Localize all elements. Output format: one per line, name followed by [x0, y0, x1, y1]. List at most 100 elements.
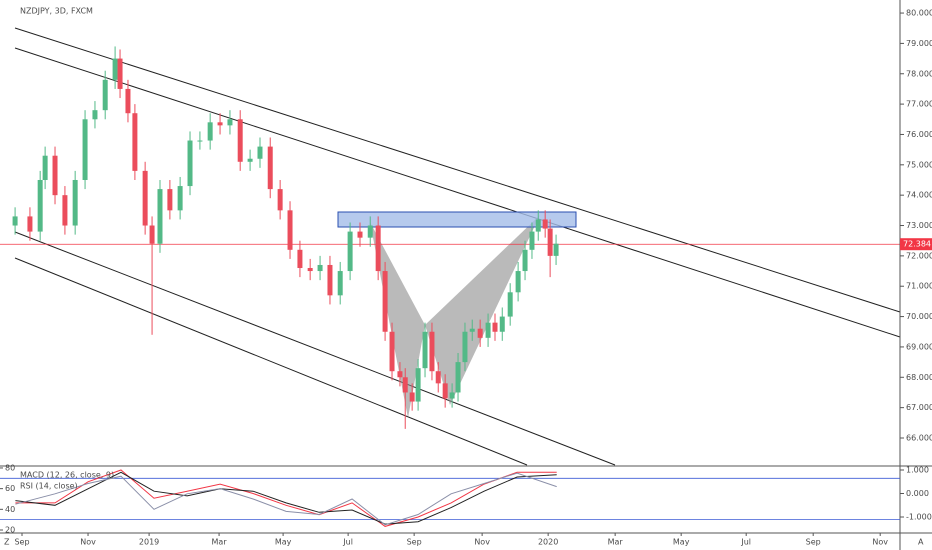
- trend-line: [14, 47, 901, 338]
- candle-body: [187, 140, 193, 187]
- y-tick-label: 67.000: [906, 403, 932, 412]
- y-tick-label: 74.000: [906, 191, 932, 200]
- corner: A: [918, 538, 924, 547]
- candle-body: [149, 225, 155, 244]
- legend-entry: MACD (12, 26, close, 9): [20, 471, 114, 480]
- y-tick-label: 79.000: [906, 39, 932, 48]
- candle-body: [422, 331, 428, 369]
- y-tick-label: 75.000: [906, 160, 932, 169]
- candle-body: [553, 243, 559, 256]
- trend-line: [14, 257, 528, 466]
- pattern: [370, 222, 425, 418]
- candle-body: [492, 322, 498, 332]
- candle-body: [297, 249, 303, 269]
- candle-body: [52, 155, 58, 196]
- candle-body: [125, 88, 131, 114]
- y-tick-label: 78.000: [906, 69, 932, 78]
- x-tick-label: 2020: [538, 538, 558, 547]
- last-price-box: [900, 238, 932, 251]
- candle-body: [515, 271, 521, 293]
- candle-body: [197, 140, 203, 142]
- y-tick-label: 70.000: [906, 312, 932, 321]
- candle-body: [337, 271, 343, 296]
- candle-body: [92, 110, 98, 120]
- candle-body: [37, 179, 43, 232]
- candle-body: [227, 119, 233, 126]
- candle-body: [267, 146, 273, 190]
- y2-tick-label: 0.000: [906, 489, 929, 498]
- corner: Z: [4, 538, 10, 547]
- x-tick-label: 2019: [139, 538, 159, 547]
- x-tick-label: May: [673, 538, 690, 547]
- candle-body: [429, 331, 435, 372]
- y-tick-label: 40: [5, 505, 15, 514]
- candle-body: [12, 216, 18, 226]
- candle-body: [42, 155, 48, 180]
- candle-body: [257, 146, 263, 159]
- y-tick-label: 20: [5, 526, 15, 535]
- candle-body: [247, 158, 253, 162]
- x-tick-label: Jul: [740, 538, 751, 547]
- candle-body: [287, 210, 293, 250]
- candle-body: [522, 249, 528, 272]
- x-tick-label: Sep: [806, 538, 821, 547]
- symbol: NZDJPY, 3D, FXCM: [20, 7, 93, 16]
- x-tick-label: Sep: [407, 538, 422, 547]
- x-tick-label: Nov: [872, 538, 888, 547]
- candle-body: [415, 368, 421, 402]
- y2-tick-label: 1.000: [906, 465, 929, 474]
- candle-body: [442, 383, 448, 399]
- candle-body: [142, 170, 148, 226]
- candle-body: [167, 189, 173, 211]
- candle-body: [27, 216, 33, 232]
- y-tick-label: 77.000: [906, 100, 932, 109]
- candle-body: [409, 392, 415, 402]
- candle-body: [547, 228, 553, 256]
- plot: [0, 46, 900, 429]
- x-tick-label: May: [275, 538, 292, 547]
- candle-body: [435, 371, 441, 384]
- candle-body: [157, 189, 163, 244]
- y-tick-label: 80.000: [906, 9, 932, 18]
- indicator-line: [15, 471, 557, 525]
- y-tick-label: 66.000: [906, 433, 932, 442]
- candle-body: [535, 219, 541, 232]
- candle-body: [357, 231, 363, 238]
- candle-body: [62, 195, 68, 226]
- last-price-label: 72.384: [903, 240, 931, 249]
- candle-body: [132, 113, 138, 171]
- trend-line: [14, 231, 616, 466]
- candle-body: [327, 264, 333, 296]
- pattern: [425, 215, 540, 405]
- candle-body: [382, 271, 388, 332]
- y-tick-label: 60: [5, 484, 15, 493]
- candle-body: [455, 362, 461, 393]
- zone: [337, 211, 577, 228]
- y2-tick-label: -1.000: [906, 513, 932, 522]
- candle-body: [499, 316, 505, 332]
- candle-body: [277, 189, 283, 211]
- y-tick-label: 73.000: [906, 221, 932, 230]
- y-tick-label: 71.000: [906, 282, 932, 291]
- candle-body: [462, 331, 468, 363]
- legend-entry: RSI (14, close): [20, 482, 78, 491]
- candle-body: [317, 264, 323, 272]
- candle-body: [237, 119, 243, 162]
- candle-body: [367, 225, 373, 238]
- candle-body: [389, 331, 395, 372]
- x-tick-label: Mar: [212, 538, 228, 547]
- candle-body: [82, 119, 88, 180]
- drawings: [14, 27, 901, 466]
- candle-body: [117, 58, 123, 89]
- y-tick-label: 68.000: [906, 373, 932, 382]
- candle-body: [485, 322, 491, 338]
- x-tick-label: Jul: [342, 538, 353, 547]
- indicator-line: [15, 472, 557, 526]
- candle-body: [477, 328, 483, 338]
- candle-body: [402, 377, 408, 393]
- x-tick-label: Mar: [608, 538, 624, 547]
- y-tick-label: 69.000: [906, 342, 932, 351]
- candle-body: [177, 186, 183, 211]
